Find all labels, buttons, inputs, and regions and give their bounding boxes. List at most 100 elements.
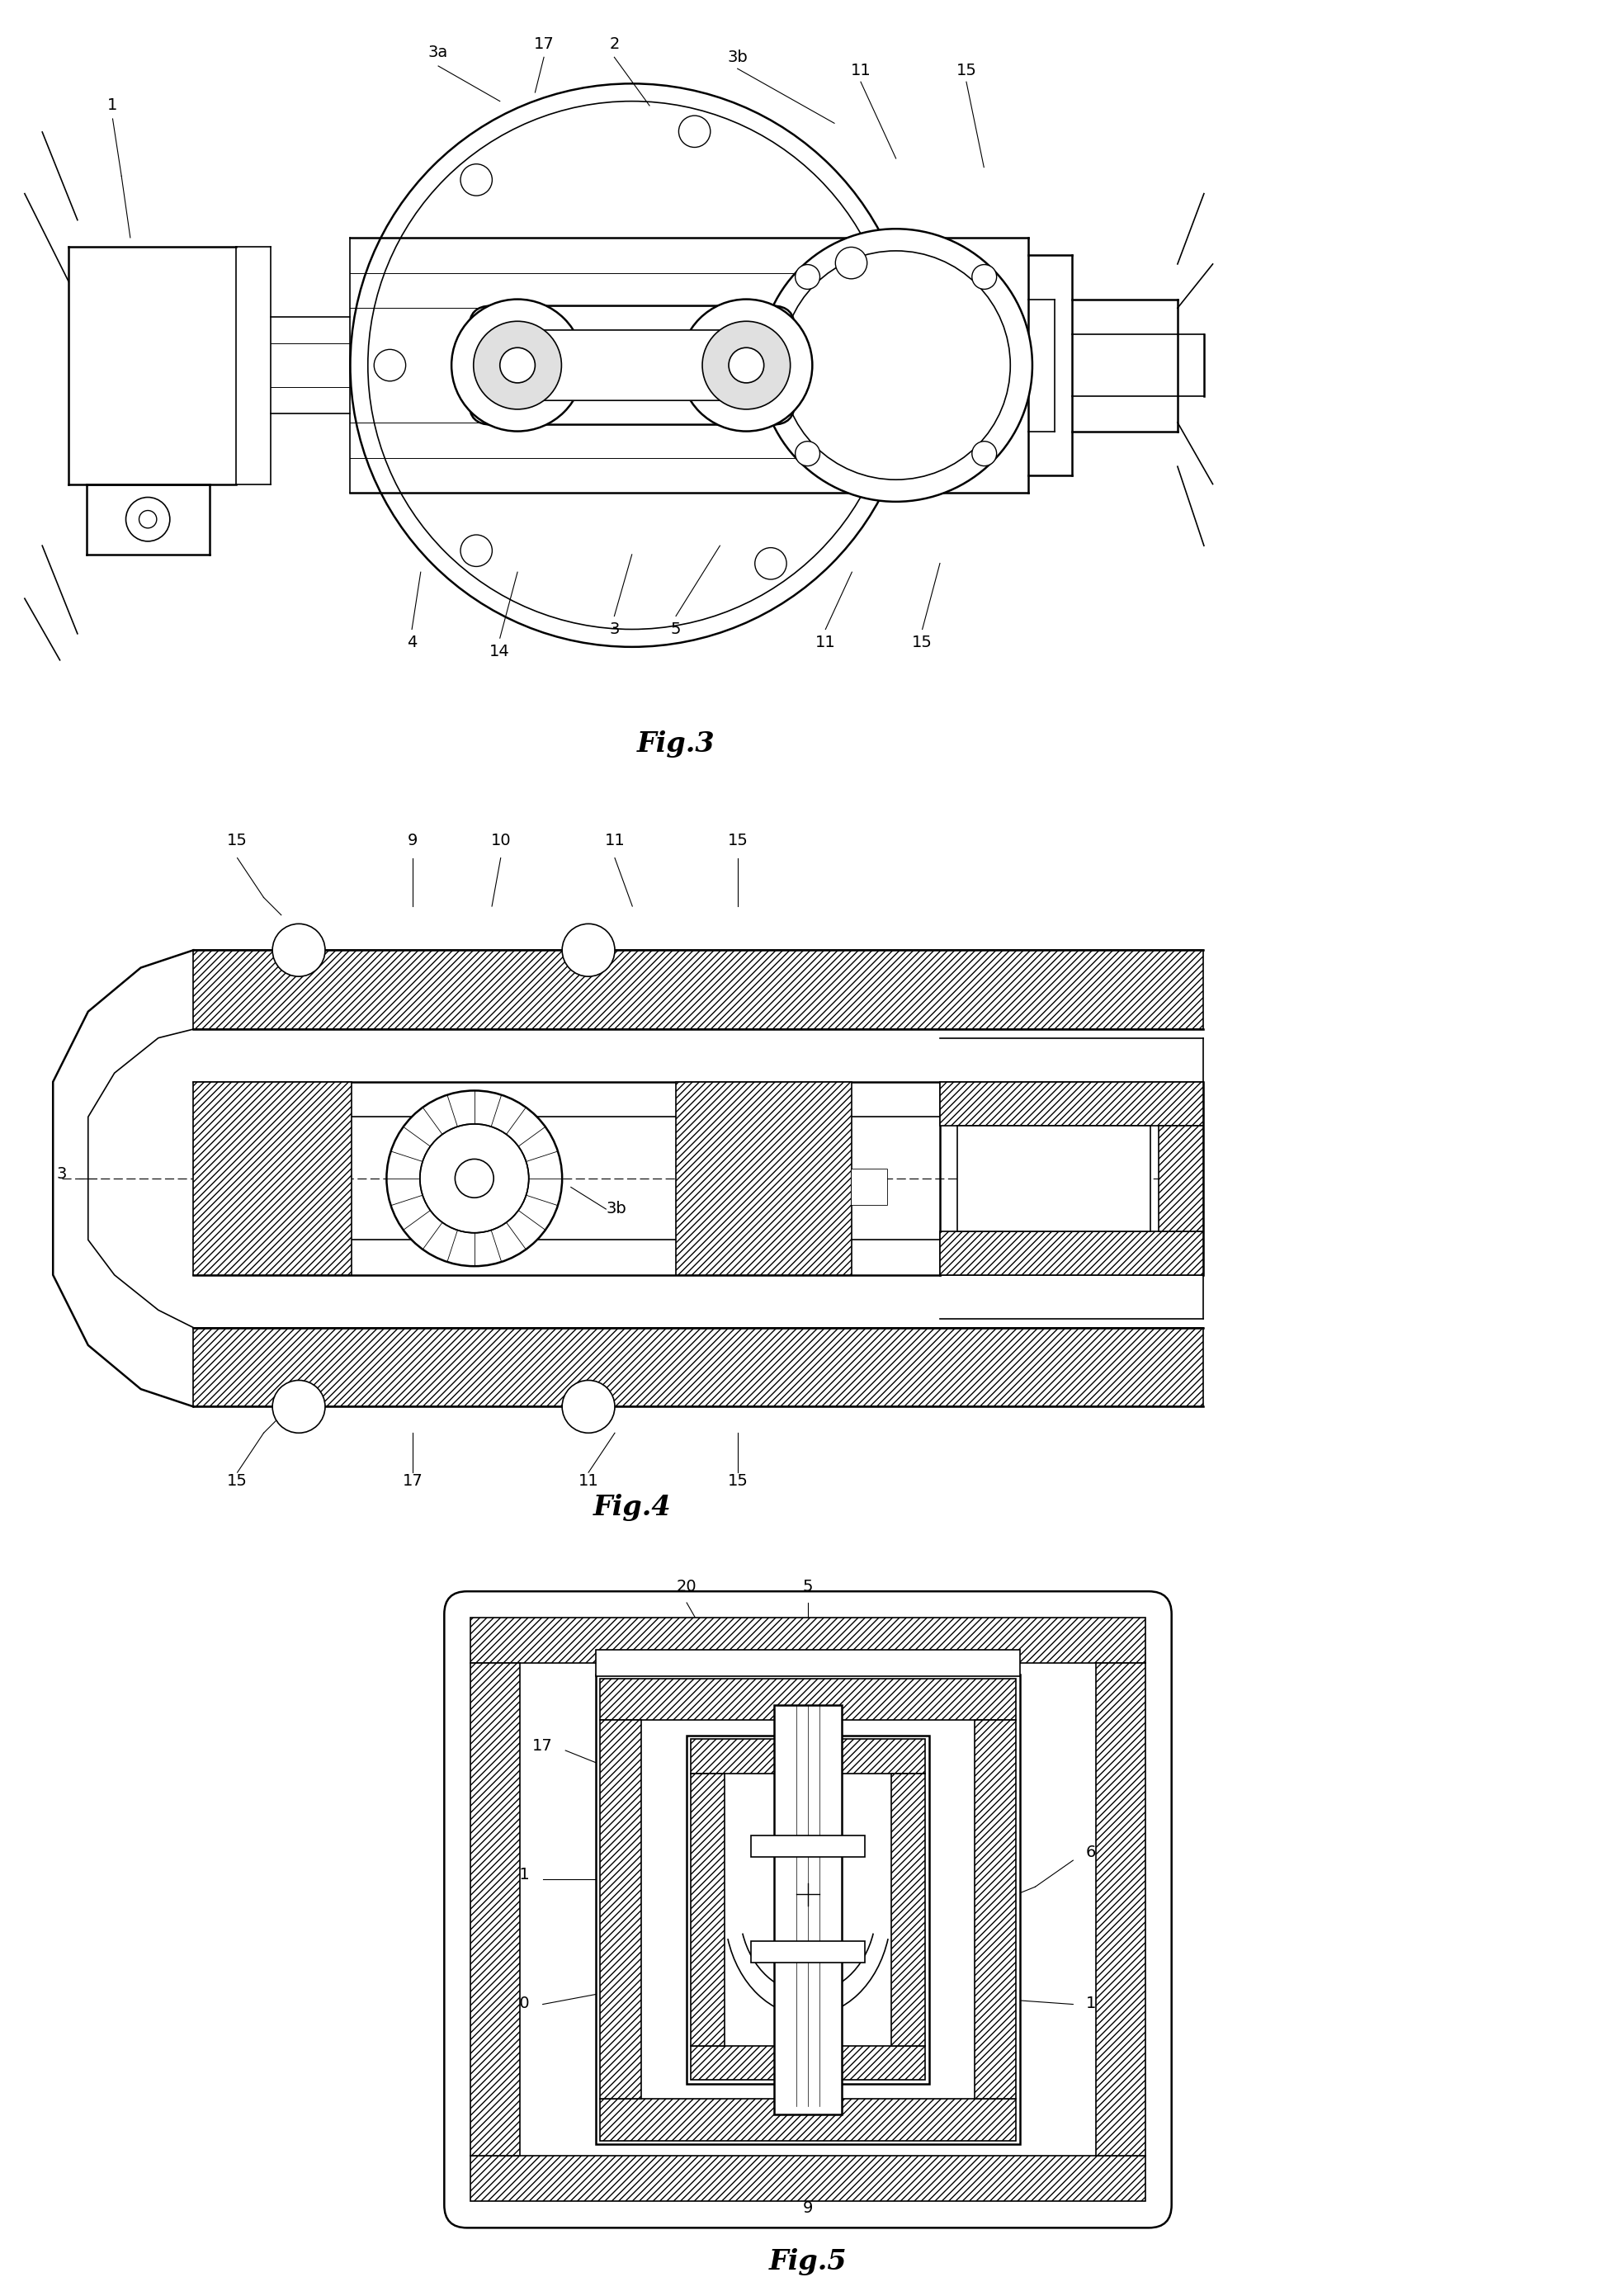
Bar	[938, 1231, 1202, 1274]
Circle shape	[126, 498, 170, 542]
Bar	[596, 1651, 1019, 1676]
Bar	[686, 1736, 929, 2085]
Text: 11: 11	[816, 634, 835, 650]
Text: Fig.3: Fig.3	[636, 730, 714, 758]
Bar	[194, 1327, 1202, 1407]
Bar	[974, 1720, 1016, 2099]
Text: 5: 5	[803, 1580, 812, 1596]
Circle shape	[795, 441, 819, 466]
Text: Fig.4: Fig.4	[593, 1495, 672, 1522]
Text: 10: 10	[491, 833, 510, 847]
Circle shape	[368, 101, 895, 629]
Bar	[1095, 1662, 1145, 2156]
Bar	[751, 1835, 864, 1857]
Circle shape	[139, 510, 157, 528]
Bar	[956, 1125, 1150, 1231]
Circle shape	[562, 1380, 614, 1433]
Circle shape	[420, 1125, 528, 1233]
Text: 17: 17	[402, 1474, 423, 1488]
Bar	[596, 1651, 1019, 1676]
Text: 11: 11	[849, 62, 870, 78]
Circle shape	[420, 1125, 528, 1233]
Text: 15: 15	[727, 833, 748, 847]
Circle shape	[350, 83, 912, 647]
Bar	[194, 1081, 352, 1274]
Bar	[938, 1081, 1202, 1125]
Circle shape	[273, 923, 325, 976]
Text: 3: 3	[57, 1166, 66, 1182]
Bar	[470, 1619, 1145, 1662]
Circle shape	[703, 321, 790, 409]
Circle shape	[386, 1091, 562, 1265]
Text: 11: 11	[510, 1867, 530, 1883]
Circle shape	[273, 1380, 325, 1433]
Circle shape	[499, 347, 535, 383]
Text: 15: 15	[956, 62, 975, 78]
Bar	[690, 2046, 925, 2080]
Bar	[599, 1678, 1016, 1720]
Bar	[1158, 1125, 1202, 1231]
Text: 17: 17	[533, 1738, 552, 1754]
Text: 5: 5	[670, 622, 680, 636]
Circle shape	[473, 321, 560, 409]
Text: 3b: 3b	[987, 1626, 1008, 1639]
Bar	[751, 1835, 864, 1857]
Text: 14: 14	[489, 643, 510, 659]
Circle shape	[759, 230, 1032, 503]
Bar	[596, 1674, 1019, 2144]
Text: 20: 20	[677, 1580, 696, 1596]
Text: 3: 3	[609, 622, 619, 636]
Circle shape	[373, 349, 405, 381]
Circle shape	[460, 163, 493, 195]
Text: 15: 15	[911, 634, 932, 650]
Bar	[599, 2099, 1016, 2140]
Bar	[751, 1942, 864, 1963]
Text: 15: 15	[727, 1474, 748, 1488]
Bar	[891, 1773, 925, 2046]
Bar	[599, 1720, 641, 2099]
Text: 2: 2	[609, 37, 619, 53]
Circle shape	[680, 298, 812, 432]
Bar	[194, 951, 1202, 1029]
FancyBboxPatch shape	[468, 305, 795, 425]
FancyBboxPatch shape	[444, 1591, 1171, 2227]
Circle shape	[754, 549, 787, 579]
FancyBboxPatch shape	[517, 331, 741, 400]
Circle shape	[728, 347, 764, 383]
Text: 4: 4	[407, 634, 417, 650]
Bar	[690, 1738, 925, 1773]
Text: 15: 15	[228, 833, 247, 847]
Circle shape	[972, 264, 996, 289]
Circle shape	[972, 441, 996, 466]
Bar	[851, 1169, 887, 1205]
Circle shape	[782, 250, 1009, 480]
Circle shape	[460, 535, 493, 567]
Circle shape	[835, 248, 867, 278]
Circle shape	[795, 264, 819, 289]
Bar	[851, 1169, 887, 1205]
Bar	[690, 1773, 724, 2046]
Bar	[751, 1942, 864, 1963]
Bar	[470, 1662, 520, 2156]
Text: 11: 11	[1085, 1995, 1105, 2011]
Text: 3b: 3b	[606, 1201, 627, 1217]
Text: 17: 17	[533, 37, 554, 53]
Circle shape	[455, 1159, 494, 1199]
Text: 10: 10	[510, 1995, 530, 2011]
Text: 11: 11	[604, 833, 625, 847]
Circle shape	[562, 923, 614, 976]
Text: Fig.5: Fig.5	[769, 2248, 846, 2275]
Text: 9: 9	[803, 2200, 812, 2216]
Text: 15: 15	[228, 1474, 247, 1488]
Circle shape	[451, 298, 583, 432]
Text: 9: 9	[407, 833, 418, 847]
Bar	[774, 1706, 841, 2115]
Bar	[470, 2156, 1145, 2202]
Bar	[677, 1081, 851, 1274]
Circle shape	[678, 115, 711, 147]
Text: 11: 11	[578, 1474, 599, 1488]
Text: 6a: 6a	[1085, 1844, 1105, 1860]
Text: 1: 1	[108, 99, 118, 113]
Text: 3b: 3b	[727, 51, 748, 64]
Text: 3a: 3a	[428, 46, 447, 60]
